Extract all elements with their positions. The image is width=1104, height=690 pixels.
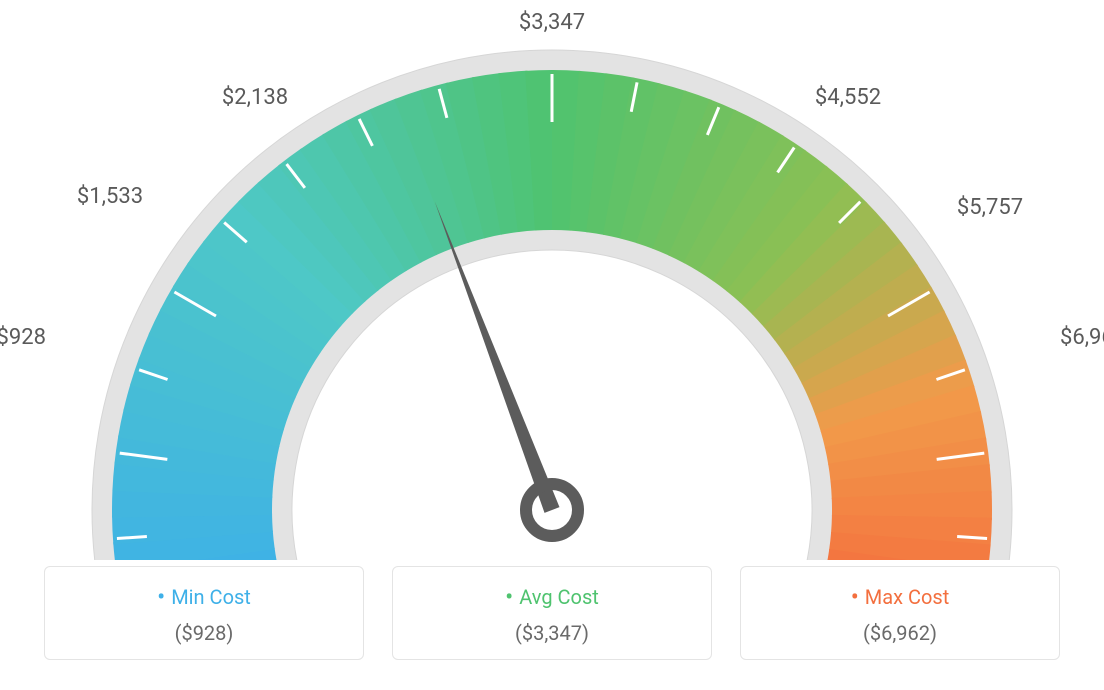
legend-card-min: Min Cost ($928)	[44, 566, 364, 660]
legend-card-max: Max Cost ($6,962)	[740, 566, 1060, 660]
gauge-tick	[957, 537, 987, 539]
legend-title-min: Min Cost	[55, 583, 353, 611]
gauge-tick	[117, 537, 147, 539]
legend-value-min: ($928)	[55, 621, 353, 645]
gauge-tick-label: $2,138	[222, 85, 288, 110]
legend-card-avg: Avg Cost ($3,347)	[392, 566, 712, 660]
gauge-tick-label: $5,757	[957, 195, 1023, 220]
legend-title-avg: Avg Cost	[403, 583, 701, 611]
gauge-tick-label: $4,552	[815, 85, 881, 110]
gauge-tick-label: $6,962	[1060, 325, 1104, 350]
gauge-svg	[52, 20, 1052, 560]
gauge-tick-label: $1,533	[77, 184, 143, 209]
gauge-tick-label: $928	[0, 325, 46, 350]
legend-title-max: Max Cost	[751, 583, 1049, 611]
legend-value-max: ($6,962)	[751, 621, 1049, 645]
cost-gauge-widget: $928 $1,533 $2,138 $3,347 $4,552 $5,757 $6,962…	[0, 0, 1104, 690]
gauge-tick-label: $3,347	[519, 10, 585, 35]
gauge-area: $928 $1,533 $2,138 $3,347 $4,552 $5,757 $6,962	[0, 0, 1104, 560]
legend-row: Min Cost ($928) Avg Cost ($3,347) Max Co…	[0, 566, 1104, 660]
legend-value-avg: ($3,347)	[403, 621, 701, 645]
